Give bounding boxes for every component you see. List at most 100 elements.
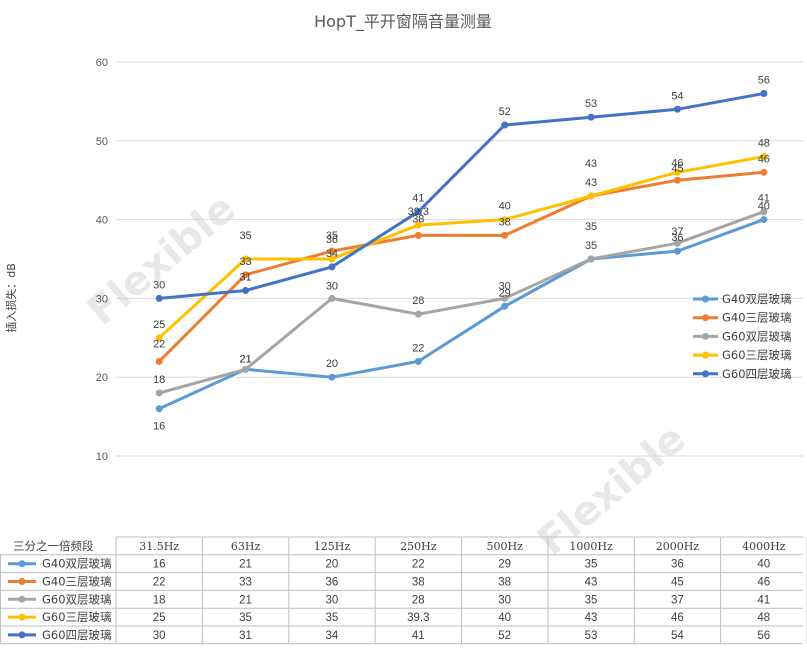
data-label: 45 bbox=[671, 163, 683, 175]
series-lines bbox=[158, 92, 765, 411]
table-row-label: G40三层玻璃 bbox=[42, 575, 112, 589]
data-label: 38 bbox=[412, 213, 424, 225]
gridlines bbox=[116, 61, 803, 457]
legend-item: G60双层玻璃 bbox=[693, 329, 792, 343]
table-cell: 43 bbox=[585, 577, 598, 589]
legend-item: G40三层玻璃 bbox=[693, 311, 792, 325]
category-label: 31.5Hz bbox=[139, 540, 179, 553]
table-cell: 38 bbox=[412, 577, 425, 589]
data-point bbox=[673, 168, 681, 176]
watermark: Flexible bbox=[79, 185, 244, 334]
data-point bbox=[673, 176, 681, 184]
table-cell: 53 bbox=[585, 630, 598, 642]
table-cell: 29 bbox=[498, 559, 511, 571]
data-point bbox=[242, 255, 250, 263]
table-cell: 22 bbox=[153, 577, 166, 589]
table-cell: 48 bbox=[757, 612, 770, 624]
data-label: 46 bbox=[758, 153, 770, 165]
table-row-label: G60三层玻璃 bbox=[42, 610, 112, 624]
category-label: 4000Hz bbox=[742, 540, 786, 553]
data-point bbox=[414, 208, 422, 216]
table-row-label: G60四层玻璃 bbox=[42, 628, 112, 642]
data-label: 46 bbox=[671, 157, 683, 169]
table-cell: 34 bbox=[326, 630, 339, 642]
table-row-label: G60双层玻璃 bbox=[42, 592, 112, 606]
y-tick-label: 50 bbox=[96, 136, 108, 148]
table-row: G60四层玻璃 30 31 34 41 52 53 54 56 bbox=[8, 628, 770, 642]
data-label: 56 bbox=[758, 75, 770, 87]
legend-label: G60四层玻璃 bbox=[722, 367, 792, 381]
legend-item: G60四层玻璃 bbox=[693, 367, 792, 381]
legend-label: G40双层玻璃 bbox=[722, 292, 792, 306]
table-cell: 45 bbox=[671, 577, 684, 589]
data-label: 41 bbox=[758, 193, 770, 205]
table-cell: 36 bbox=[671, 559, 684, 571]
y-axis-label: 插入损失：dB bbox=[4, 263, 18, 333]
table-cell: 41 bbox=[757, 594, 770, 606]
table-row: G40双层玻璃 16 21 20 22 29 35 36 40 bbox=[8, 557, 770, 571]
data-point bbox=[328, 373, 336, 381]
table-cell: 46 bbox=[671, 612, 684, 624]
data-label: 41 bbox=[412, 193, 424, 205]
data-point bbox=[328, 247, 336, 255]
table-cell: 35 bbox=[326, 612, 339, 624]
category-label: 1000Hz bbox=[569, 540, 613, 553]
table-row-marker bbox=[18, 560, 26, 568]
table-row: G60三层玻璃 25 35 35 39.3 40 43 46 48 bbox=[8, 610, 770, 624]
data-point bbox=[673, 105, 681, 113]
table-cell: 41 bbox=[412, 630, 425, 642]
table-cell: 52 bbox=[498, 630, 511, 642]
table-cell: 39.3 bbox=[407, 612, 429, 624]
table-cell: 31 bbox=[239, 630, 252, 642]
data-point bbox=[501, 231, 509, 239]
data-label: 43 bbox=[585, 177, 597, 189]
table-cell: 46 bbox=[757, 577, 770, 589]
table-cell: 40 bbox=[498, 612, 511, 624]
table-cell: 16 bbox=[153, 559, 166, 571]
data-point bbox=[501, 121, 509, 129]
data-point bbox=[501, 302, 509, 310]
data-label: 21 bbox=[239, 353, 251, 365]
data-point bbox=[760, 168, 768, 176]
data-label: 48 bbox=[758, 138, 770, 150]
data-point bbox=[673, 247, 681, 255]
data-label: 38 bbox=[499, 216, 511, 228]
data-point bbox=[242, 287, 250, 295]
data-point bbox=[155, 357, 163, 365]
data-label: 36 bbox=[326, 234, 338, 246]
table-cell: 30 bbox=[153, 630, 166, 642]
table-row-marker bbox=[18, 613, 26, 621]
data-label: 40 bbox=[758, 201, 770, 213]
table-row-marker bbox=[18, 631, 26, 639]
data-label: 54 bbox=[671, 90, 683, 102]
data-point bbox=[414, 310, 422, 318]
legend-marker bbox=[702, 314, 709, 322]
table-header-label: 三分之一倍频段 bbox=[13, 539, 94, 553]
data-label: 31 bbox=[239, 272, 251, 284]
data-label: 35 bbox=[585, 221, 597, 233]
y-tick-label: 40 bbox=[96, 215, 108, 227]
data-label: 33 bbox=[239, 256, 251, 268]
table-cell: 18 bbox=[153, 594, 166, 606]
table-cell: 35 bbox=[585, 559, 598, 571]
table-cell: 20 bbox=[326, 559, 339, 571]
data-point bbox=[587, 113, 595, 121]
data-label: 52 bbox=[499, 106, 511, 118]
data-label: 37 bbox=[671, 226, 683, 238]
table-cell: 56 bbox=[757, 630, 770, 642]
legend-label: G60三层玻璃 bbox=[722, 348, 792, 362]
table-cell: 28 bbox=[412, 594, 425, 606]
data-point bbox=[760, 216, 768, 224]
category-label: 63Hz bbox=[231, 540, 261, 553]
legend-marker bbox=[702, 295, 709, 303]
y-tick-label: 10 bbox=[96, 451, 108, 463]
data-point bbox=[760, 90, 768, 98]
data-label: 35 bbox=[326, 230, 338, 242]
data-point bbox=[242, 365, 250, 373]
data-label: 40 bbox=[499, 201, 511, 213]
legend-item: G40双层玻璃 bbox=[693, 292, 792, 306]
data-point bbox=[760, 153, 768, 161]
y-tick-label: 30 bbox=[96, 293, 108, 305]
data-point bbox=[155, 334, 163, 342]
